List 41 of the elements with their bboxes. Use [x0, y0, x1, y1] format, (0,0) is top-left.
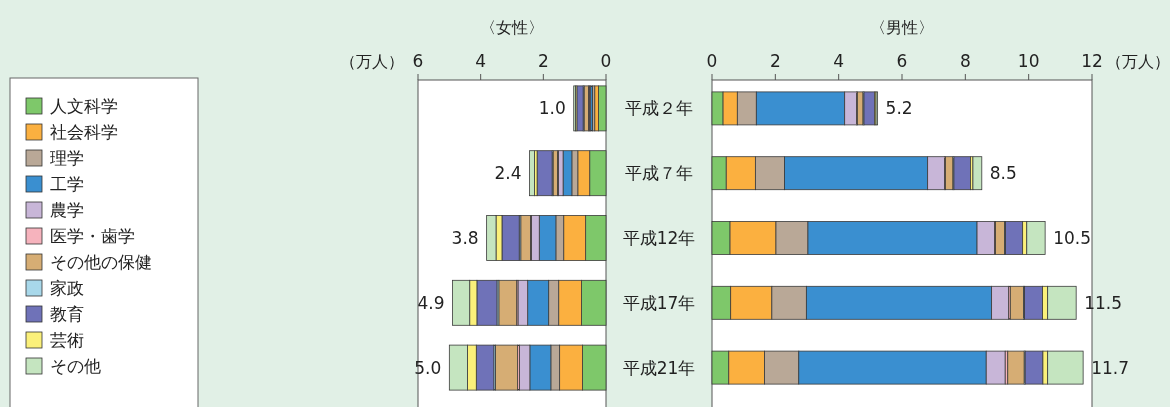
x-tick-label: 2: [769, 51, 781, 71]
y-tick-label: 平成12年: [622, 228, 696, 248]
total-label: 5.0: [414, 357, 442, 378]
y-tick-label: 平成21年: [622, 357, 696, 378]
total-label: 4.9: [417, 292, 445, 313]
y-tick-label: 平成７年: [625, 163, 693, 184]
total-label: 11.7: [1091, 357, 1129, 378]
x-tick-label: 2: [537, 51, 549, 71]
legend-label: 人文科学: [50, 96, 118, 116]
legend-label: 農学: [50, 200, 84, 220]
total-label: 8.5: [989, 163, 1017, 184]
total-label: 10.5: [1053, 228, 1091, 248]
legend-label: 医学・歯学: [50, 226, 135, 246]
legend-label: 家政: [50, 278, 84, 298]
total-label: 11.5: [1084, 292, 1123, 313]
x-tick-label: 10: [1017, 51, 1040, 71]
total-label: 2.4: [494, 163, 522, 184]
x-axis-title: （万人）: [1106, 52, 1170, 71]
chart-title: 〈女性〉: [480, 18, 544, 37]
y-tick-label: 平成17年: [622, 292, 696, 313]
chart-title: 〈男性〉: [870, 18, 934, 37]
total-label: 3.8: [451, 228, 479, 248]
x-tick-label: 12: [1081, 51, 1103, 71]
legend-label: 芸術: [50, 330, 84, 350]
legend-label: その他: [50, 356, 101, 376]
legend-label: 工学: [50, 174, 84, 194]
total-label: 1.0: [538, 98, 566, 119]
legend-label: 社会科学: [50, 122, 118, 142]
x-tick-label: 6: [896, 51, 908, 71]
x-tick-label: 0: [600, 51, 612, 71]
x-tick-label: 6: [412, 51, 424, 71]
x-tick-label: 8: [959, 51, 971, 71]
x-tick-label: 4: [833, 51, 845, 71]
x-tick-label: 4: [475, 51, 487, 71]
legend-label: その他の保健: [50, 252, 152, 272]
x-tick-label: 0: [706, 51, 718, 71]
y-tick-label: 平成２年: [625, 98, 693, 119]
legend-label: 教育: [50, 304, 84, 324]
x-axis-title: （万人）: [340, 52, 404, 71]
total-label: 5.2: [885, 98, 913, 119]
legend-label: 理学: [50, 148, 84, 168]
